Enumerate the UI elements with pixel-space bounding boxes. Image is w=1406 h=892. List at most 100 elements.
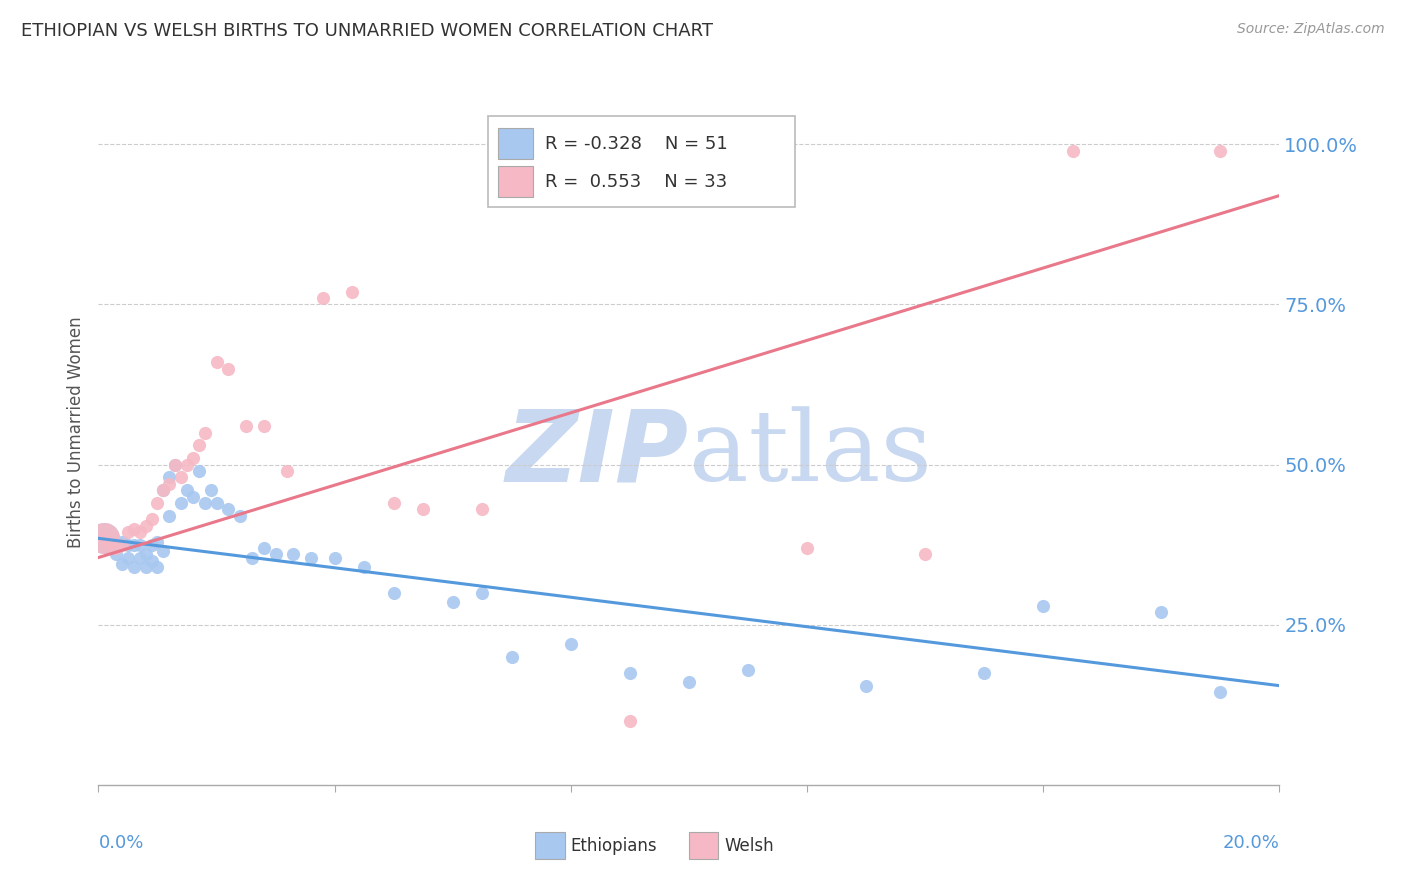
- Bar: [498, 128, 533, 159]
- Point: [152, 483, 174, 498]
- Point: [157, 508, 180, 523]
- Text: atlas: atlas: [689, 406, 932, 501]
- Point: [170, 470, 193, 484]
- Text: Welsh: Welsh: [724, 837, 773, 855]
- Point: [128, 550, 150, 565]
- Point: [117, 538, 139, 552]
- Point: [1209, 685, 1232, 699]
- Point: [135, 560, 157, 574]
- Point: [111, 557, 134, 571]
- Point: [135, 547, 157, 561]
- Point: [560, 637, 582, 651]
- Point: [165, 458, 187, 472]
- Point: [135, 518, 157, 533]
- Point: [117, 524, 139, 539]
- Point: [737, 663, 759, 677]
- Point: [205, 355, 228, 369]
- Point: [312, 291, 335, 305]
- Point: [152, 483, 174, 498]
- Point: [176, 483, 198, 498]
- Point: [194, 496, 217, 510]
- Point: [501, 649, 523, 664]
- Point: [276, 464, 298, 478]
- Point: [382, 496, 405, 510]
- Point: [105, 541, 128, 555]
- Point: [187, 438, 209, 452]
- Point: [796, 541, 818, 555]
- Point: [98, 541, 121, 555]
- Point: [176, 458, 198, 472]
- Point: [299, 550, 322, 565]
- Text: ZIP: ZIP: [506, 405, 689, 502]
- Bar: [498, 166, 533, 197]
- Point: [412, 502, 434, 516]
- Point: [181, 451, 204, 466]
- Point: [146, 560, 169, 574]
- Point: [157, 476, 180, 491]
- Point: [141, 512, 163, 526]
- Text: Ethiopians: Ethiopians: [571, 837, 658, 855]
- Point: [122, 560, 145, 574]
- Point: [194, 425, 217, 440]
- Y-axis label: Births to Unmarried Women: Births to Unmarried Women: [66, 317, 84, 549]
- Text: R =  0.553    N = 33: R = 0.553 N = 33: [546, 173, 727, 191]
- Point: [217, 361, 239, 376]
- Point: [217, 502, 239, 516]
- Point: [323, 550, 346, 565]
- Point: [253, 541, 276, 555]
- Point: [122, 538, 145, 552]
- Point: [128, 538, 150, 552]
- Point: [157, 470, 180, 484]
- Point: [111, 534, 134, 549]
- Point: [200, 483, 222, 498]
- Point: [471, 586, 494, 600]
- Bar: [536, 832, 565, 859]
- FancyBboxPatch shape: [488, 116, 796, 207]
- Text: 0.0%: 0.0%: [98, 834, 143, 852]
- Text: 20.0%: 20.0%: [1223, 834, 1279, 852]
- Point: [165, 458, 187, 472]
- Point: [105, 547, 128, 561]
- Point: [283, 547, 305, 561]
- Text: ETHIOPIAN VS WELSH BIRTHS TO UNMARRIED WOMEN CORRELATION CHART: ETHIOPIAN VS WELSH BIRTHS TO UNMARRIED W…: [21, 22, 713, 40]
- Point: [235, 419, 257, 434]
- Point: [441, 595, 464, 609]
- Point: [914, 547, 936, 561]
- Point: [93, 532, 115, 546]
- Point: [146, 534, 169, 549]
- Point: [342, 285, 364, 299]
- Point: [141, 538, 163, 552]
- Point: [111, 538, 134, 552]
- Point: [619, 665, 641, 680]
- Point: [117, 550, 139, 565]
- Text: Source: ZipAtlas.com: Source: ZipAtlas.com: [1237, 22, 1385, 37]
- Point: [93, 532, 115, 546]
- Point: [471, 502, 494, 516]
- Bar: [689, 832, 718, 859]
- Point: [122, 522, 145, 536]
- Point: [382, 586, 405, 600]
- Point: [128, 524, 150, 539]
- Point: [93, 532, 115, 546]
- Text: R = -0.328    N = 51: R = -0.328 N = 51: [546, 135, 727, 153]
- Point: [619, 714, 641, 728]
- Point: [187, 464, 209, 478]
- Point: [152, 544, 174, 558]
- Point: [264, 547, 287, 561]
- Point: [1209, 144, 1232, 158]
- Point: [141, 554, 163, 568]
- Point: [973, 665, 995, 680]
- Point: [98, 538, 121, 552]
- Point: [205, 496, 228, 510]
- Point: [1032, 599, 1054, 613]
- Point: [855, 679, 877, 693]
- Point: [181, 490, 204, 504]
- Point: [240, 550, 263, 565]
- Point: [170, 496, 193, 510]
- Point: [93, 532, 115, 546]
- Point: [253, 419, 276, 434]
- Point: [229, 508, 252, 523]
- Point: [353, 560, 375, 574]
- Point: [1150, 605, 1173, 619]
- Point: [146, 496, 169, 510]
